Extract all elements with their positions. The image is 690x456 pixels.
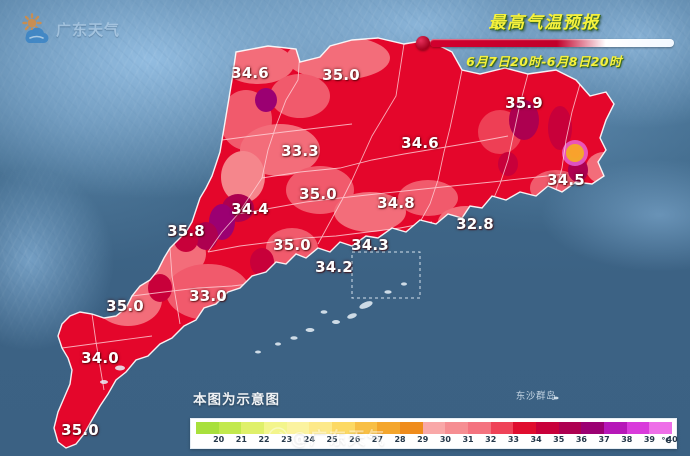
temperature-value-label: 35.0: [299, 185, 337, 203]
legend-color-cell: [513, 422, 537, 434]
legend-color-cell: [445, 422, 469, 434]
legend-color-cell: [309, 422, 333, 434]
legend-tick: 20: [213, 435, 225, 444]
legend-tick: 33: [507, 435, 519, 444]
legend-tick: 40: [666, 435, 678, 444]
temperature-value-label: 34.3: [351, 236, 389, 254]
brand-logo: 广东天气: [18, 12, 120, 46]
legend-color-cell: [218, 422, 242, 434]
temperature-value-label: 35.8: [167, 222, 205, 240]
dongsha-islands-label: 东沙群岛: [515, 391, 557, 402]
legend-color-cell: [196, 422, 219, 434]
legend-unit: ℃: [661, 436, 671, 445]
legend-tick: 37: [598, 435, 610, 444]
forecast-period: 6月7日20时-6月8日20时: [466, 54, 622, 69]
legend-color-cell: [286, 422, 310, 434]
legend-tick: 22: [258, 435, 270, 444]
legend-color-cell: [332, 422, 355, 434]
legend-tick: 35: [553, 435, 565, 444]
legend-color-cell: [649, 422, 673, 434]
legend-color-cell: [422, 422, 446, 434]
legend-color-cell: [604, 422, 627, 434]
temperature-value-label: 35.0: [322, 66, 360, 84]
legend-color-cell: [536, 422, 559, 434]
legend-color-cell: [626, 422, 650, 434]
temperature-legend: 20 21 22 23 24 25 26 27 28 29 30 31 32 33 34 35 36 37 38 39…: [190, 418, 678, 449]
hotter-zones: [148, 88, 588, 302]
legend-tick: 27: [371, 435, 383, 444]
legend-color-cell: [468, 422, 491, 434]
legend-tick: 32: [485, 435, 497, 444]
temperature-value-label: 35.0: [61, 421, 99, 439]
thermometer-icon: [408, 36, 680, 50]
legend-tick: 21: [235, 435, 247, 444]
forecast-title-block: 最高气温预报 6月7日20时-6月8日20时: [408, 8, 680, 70]
temperature-value-label: 34.0: [81, 349, 119, 367]
offshore-islands: [100, 282, 559, 400]
schematic-note: 本图为示意图: [193, 392, 280, 408]
legend-tick: 31: [462, 435, 474, 444]
page-title: 最高气温预报: [488, 13, 600, 33]
legend-tick: 23: [281, 435, 293, 444]
legend-color-bar: [196, 422, 673, 434]
temperature-value-label: 35.9: [505, 94, 543, 112]
temperature-value-label: 33.3: [281, 142, 319, 160]
temperature-value-label: 33.0: [189, 287, 227, 305]
temperature-value-label: 34.5: [547, 171, 585, 189]
pearl-river-delta-inset-box: [351, 251, 421, 299]
temperature-value-label: 34.4: [231, 200, 269, 218]
province-outline: [53, 37, 615, 449]
legend-color-cell: [558, 422, 582, 434]
legend-tick: 24: [303, 435, 315, 444]
brand-logo-text: 广东天气: [56, 20, 121, 39]
legend-tick: 38: [621, 435, 633, 444]
extreme-heat-spot: [562, 140, 588, 166]
temperature-value-label: 34.6: [401, 134, 439, 152]
legend-tick: 36: [575, 435, 587, 444]
legend-tick: 26: [349, 435, 361, 444]
legend-tick-labels: 20 21 22 23 24 25 26 27 28 29 30 31 32 33 34 35 36 37 38 39…: [196, 435, 678, 444]
temperature-value-label: 34.6: [231, 64, 269, 82]
legend-tick: 30: [439, 435, 451, 444]
legend-tick: 29: [417, 435, 429, 444]
legend-tick: 39: [643, 435, 656, 444]
temperature-value-label: 34.2: [315, 258, 353, 276]
temperature-value-label: 32.8: [456, 215, 494, 233]
legend-color-cell: [400, 422, 423, 434]
temperature-value-label: 35.0: [273, 236, 311, 254]
temperature-value-label: 35.0: [106, 297, 144, 315]
legend-color-cell: [377, 422, 401, 434]
legend-color-cell: [354, 422, 378, 434]
legend-color-cell: [241, 422, 265, 434]
legend-tick: 28: [394, 435, 406, 444]
sun-cloud-icon: [22, 13, 49, 44]
legend-color-cell: [264, 422, 287, 434]
temperature-value-label: 34.8: [377, 194, 415, 212]
legend-color-cell: [581, 422, 605, 434]
legend-tick: 25: [326, 435, 338, 444]
legend-color-cell: [490, 422, 514, 434]
legend-tick: 34: [530, 435, 542, 444]
